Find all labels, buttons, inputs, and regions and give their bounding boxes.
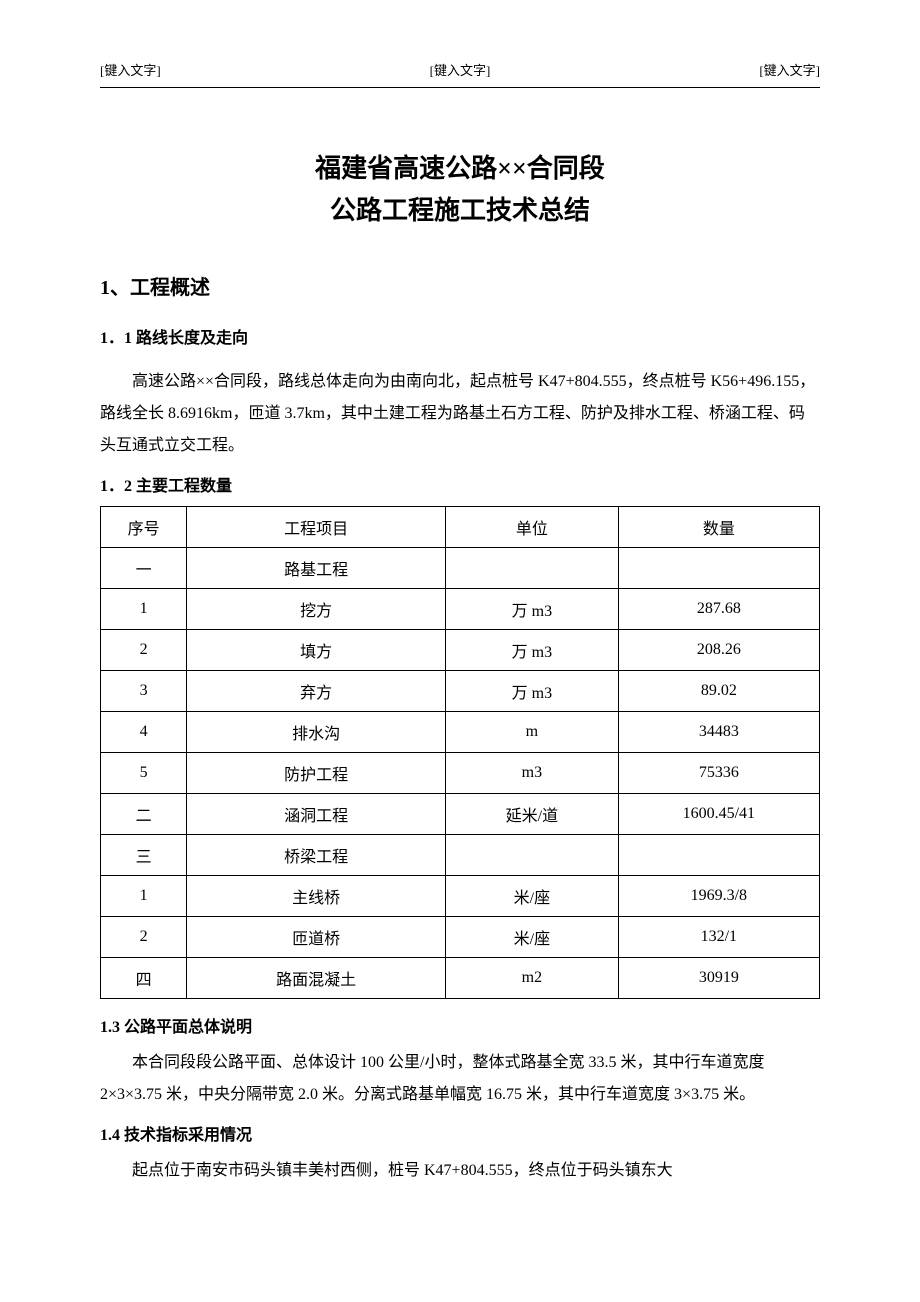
- td-seq: 三: [101, 835, 187, 876]
- td-seq: 5: [101, 753, 187, 794]
- th-item: 工程项目: [187, 507, 446, 548]
- td-qty: 208.26: [618, 630, 819, 671]
- table-row: 3 弃方 万 m3 89.02: [101, 671, 820, 712]
- td-qty: 34483: [618, 712, 819, 753]
- td-unit: 延米/道: [446, 794, 619, 835]
- subsection-1-4-heading: 1.4 技术指标采用情况: [100, 1121, 820, 1145]
- section-1-heading: 1、工程概述: [100, 271, 820, 300]
- quantity-table: 序号 工程项目 单位 数量 一 路基工程 1 挖方 万 m3 287.68 2 …: [100, 506, 820, 999]
- td-seq: 2: [101, 917, 187, 958]
- title-line-1: 福建省高速公路××合同段: [100, 148, 820, 190]
- page-header: [键入文字] [键入文字] [键入文字]: [100, 60, 820, 88]
- td-unit: 万 m3: [446, 630, 619, 671]
- td-seq: 1: [101, 589, 187, 630]
- td-qty: [618, 548, 819, 589]
- td-qty: 1969.3/8: [618, 876, 819, 917]
- header-center: [键入文字]: [430, 60, 491, 79]
- td-unit: 万 m3: [446, 671, 619, 712]
- td-seq: 四: [101, 958, 187, 999]
- th-seq: 序号: [101, 507, 187, 548]
- td-item: 路面混凝土: [187, 958, 446, 999]
- td-unit: [446, 835, 619, 876]
- td-qty: 30919: [618, 958, 819, 999]
- subsection-1-3-body: 本合同段段公路平面、总体设计 100 公里/小时，整体式路基全宽 33.5 米，…: [100, 1047, 820, 1111]
- td-unit: 米/座: [446, 876, 619, 917]
- table-row: 2 匝道桥 米/座 132/1: [101, 917, 820, 958]
- table-row: 一 路基工程: [101, 548, 820, 589]
- td-qty: 132/1: [618, 917, 819, 958]
- table-row: 二 涵洞工程 延米/道 1600.45/41: [101, 794, 820, 835]
- td-seq: 1: [101, 876, 187, 917]
- td-qty: 89.02: [618, 671, 819, 712]
- td-qty: 1600.45/41: [618, 794, 819, 835]
- td-unit: m3: [446, 753, 619, 794]
- subsection-1-2-heading: 1．2 主要工程数量: [100, 472, 820, 496]
- td-unit: 万 m3: [446, 589, 619, 630]
- td-item: 排水沟: [187, 712, 446, 753]
- td-item: 涵洞工程: [187, 794, 446, 835]
- th-qty: 数量: [618, 507, 819, 548]
- td-seq: 4: [101, 712, 187, 753]
- td-qty: 287.68: [618, 589, 819, 630]
- table-row: 5 防护工程 m3 75336: [101, 753, 820, 794]
- td-unit: 米/座: [446, 917, 619, 958]
- table-row: 三 桥梁工程: [101, 835, 820, 876]
- table-header-row: 序号 工程项目 单位 数量: [101, 507, 820, 548]
- title-line-2: 公路工程施工技术总结: [100, 190, 820, 232]
- th-unit: 单位: [446, 507, 619, 548]
- subsection-1-4-body: 起点位于南安市码头镇丰美村西侧，桩号 K47+804.555，终点位于码头镇东大: [100, 1155, 820, 1187]
- table-row: 2 填方 万 m3 208.26: [101, 630, 820, 671]
- td-seq: 一: [101, 548, 187, 589]
- subsection-1-3-heading: 1.3 公路平面总体说明: [100, 1013, 820, 1037]
- td-seq: 2: [101, 630, 187, 671]
- td-item: 主线桥: [187, 876, 446, 917]
- td-qty: [618, 835, 819, 876]
- document-title: 福建省高速公路××合同段 公路工程施工技术总结: [100, 148, 820, 231]
- td-seq: 3: [101, 671, 187, 712]
- table-row: 四 路面混凝土 m2 30919: [101, 958, 820, 999]
- table-row: 1 挖方 万 m3 287.68: [101, 589, 820, 630]
- td-qty: 75336: [618, 753, 819, 794]
- subsection-1-1-heading: 1．1 路线长度及走向: [100, 324, 820, 348]
- subsection-1-1-body: 高速公路××合同段，路线总体走向为由南向北，起点桩号 K47+804.555，终…: [100, 366, 820, 462]
- td-item: 桥梁工程: [187, 835, 446, 876]
- td-unit: m2: [446, 958, 619, 999]
- table-row: 1 主线桥 米/座 1969.3/8: [101, 876, 820, 917]
- header-right: [键入文字]: [759, 60, 820, 79]
- td-item: 匝道桥: [187, 917, 446, 958]
- table-row: 4 排水沟 m 34483: [101, 712, 820, 753]
- header-left: [键入文字]: [100, 60, 161, 79]
- table-body: 一 路基工程 1 挖方 万 m3 287.68 2 填方 万 m3 208.26…: [101, 548, 820, 999]
- td-unit: m: [446, 712, 619, 753]
- td-unit: [446, 548, 619, 589]
- td-seq: 二: [101, 794, 187, 835]
- td-item: 防护工程: [187, 753, 446, 794]
- td-item: 路基工程: [187, 548, 446, 589]
- td-item: 填方: [187, 630, 446, 671]
- td-item: 挖方: [187, 589, 446, 630]
- td-item: 弃方: [187, 671, 446, 712]
